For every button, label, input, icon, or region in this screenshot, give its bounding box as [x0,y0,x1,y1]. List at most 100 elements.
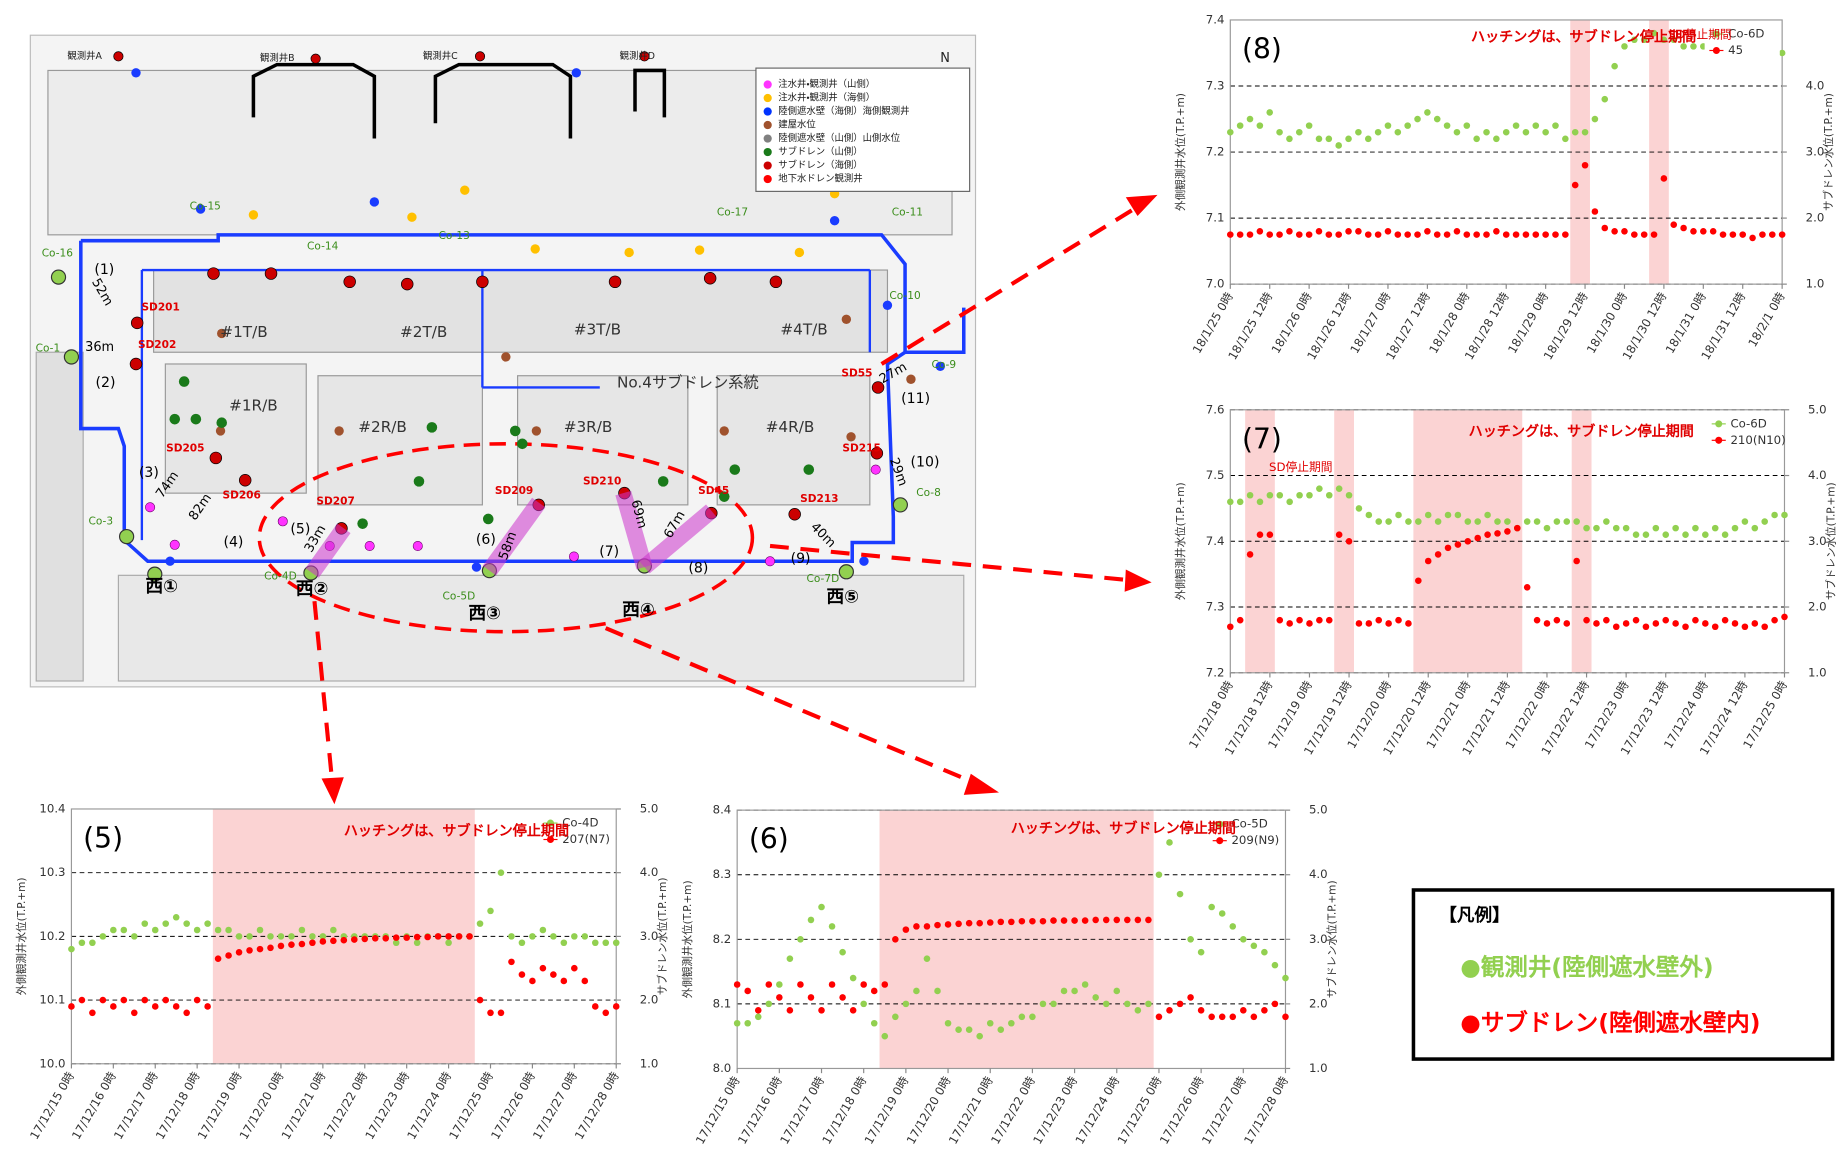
data-point [1533,616,1541,624]
data-point [828,981,836,988]
data-point [1197,948,1205,956]
data-point [591,939,599,947]
data-point [1542,128,1549,136]
data-point [1092,994,1099,1001]
map-outline [251,62,377,139]
data-point [309,933,316,940]
data-point [298,926,306,934]
west-label: 西⑤ [827,588,860,608]
y-tick-label: 7.2 [1206,145,1225,159]
data-point [1246,551,1254,558]
data-point [1394,231,1402,238]
x-tick-label: 18/1/29 0時 [1505,290,1551,356]
legend-label: 207(N7) [562,832,610,846]
data-point [1124,916,1131,924]
x-tick-label: 17/12/22 0時 [320,1069,370,1142]
data-point [1335,142,1342,149]
data-point [1601,224,1609,232]
x-tick-label: 17/12/15 0時 [27,1069,77,1142]
y2-tick-label: 4.0 [1806,79,1825,93]
data-point [1325,135,1333,143]
map-outline [633,68,667,118]
x-tick-label: 18/1/30 0時 [1584,290,1630,356]
data-point [965,919,973,927]
map-legend-marker [763,161,772,170]
data-point [1781,613,1788,621]
data-point [256,926,264,934]
x-tick-label: 17/12/17 0時 [111,1069,161,1142]
y-tick-label: 7.1 [1206,211,1225,225]
chart: 7.0 7.1 7.2 7.3 7.4 1.0 2.0 3.0 4.0 18/1/25 0時 18/… [1174,12,1835,362]
data-point [1375,616,1383,624]
data-point [1050,917,1057,924]
data-point [1008,1019,1015,1027]
legend-swatch [1216,820,1224,828]
sec-label: (2) [96,375,116,391]
sd-label: SD202 [138,339,176,351]
data-point [1593,620,1600,627]
data-point [839,948,846,956]
data-point [309,939,316,947]
data-point [1415,577,1422,585]
data-point [1355,228,1362,235]
sec-label: (10) [911,455,940,471]
data-point [330,926,337,934]
data-point [204,920,211,927]
data-point [902,1000,910,1008]
data-point [902,926,910,933]
data-point [183,1009,190,1017]
data-point [131,1009,138,1017]
data-point [765,1000,773,1008]
data-point [881,1032,889,1040]
co-label: Co-14 [307,241,339,253]
map-block [35,351,84,682]
x-tick-label: 17/12/28 0時 [572,1069,622,1142]
panel-label: (7) [1242,422,1282,455]
data-point [807,994,815,1001]
data-point [1581,128,1589,136]
y2-tick-label: 3.0 [640,929,659,943]
data-point [1593,524,1600,532]
data-point [612,939,620,947]
frozen-wall [140,268,872,541]
data-point [1660,36,1668,44]
data-point [319,938,327,945]
data-point [733,1019,741,1027]
sd-label: SD213 [800,493,838,505]
data-point [1261,948,1268,956]
y2-tick-label: 5.0 [1808,402,1827,416]
data-point [1296,616,1303,624]
x-tick-label: 17/12/16 0時 [69,1069,119,1142]
data-point [1454,541,1462,548]
data-point [1493,135,1500,143]
legend-swatch [1712,46,1720,55]
data-point [1081,917,1089,924]
data-point [1690,228,1697,235]
mleg-label: 地下水ドレン観測井 [778,173,862,185]
data-point [1246,231,1254,238]
data-point [754,1007,762,1014]
x-tick-label: 17/12/27 0時 [530,1069,580,1142]
data-point [1286,135,1293,143]
data-point [860,1000,867,1008]
data-point [1176,890,1184,898]
y2-axis-title: サブドレン水位(T.P.+m) [1325,880,1338,998]
data-point [1261,1007,1268,1014]
x-tick-label: 17/12/22 0時 [988,1074,1038,1147]
legend-box [1411,888,1835,1061]
co-label: Co-5D [443,590,476,602]
x-tick-label: 18/1/28 0時 [1426,290,1472,356]
data-point [1662,531,1670,538]
data-point [602,939,610,947]
data-point [403,934,410,941]
data-point [99,996,107,1004]
data-point [1345,135,1352,143]
mleg-label: サブドレン（海側） [778,159,862,171]
sd-label: SD205 [166,443,204,455]
data-point [1562,231,1569,238]
data-point [870,1019,878,1027]
x-tick-label: 17/12/27 0時 [1199,1074,1249,1147]
data-point [1474,518,1481,525]
data-point [1622,524,1630,532]
data-point [1176,1000,1184,1008]
